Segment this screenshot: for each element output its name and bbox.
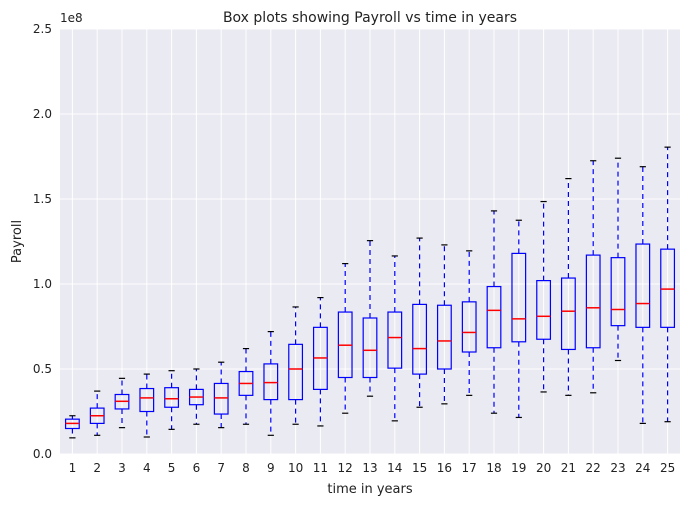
box-plot [560, 178, 576, 396]
box-plot [337, 263, 353, 414]
y-axis-multiplier: 1e8 [60, 11, 83, 25]
box-plot [188, 368, 204, 425]
box-plot [288, 306, 304, 425]
x-tick-label: 16 [437, 461, 452, 475]
x-tick-label: 13 [362, 461, 377, 475]
box-iqr [288, 343, 304, 401]
box-iqr [139, 387, 155, 413]
x-tick-label: 9 [267, 461, 275, 475]
x-tick-label: 10 [288, 461, 303, 475]
y-tick-label: 0.5 [33, 362, 52, 376]
x-tick-label: 25 [660, 461, 675, 475]
box-iqr [412, 303, 428, 375]
box-plot [114, 377, 130, 429]
box-iqr [536, 280, 552, 340]
box-plot [436, 244, 452, 405]
box-plot [511, 219, 527, 419]
box-plot [213, 361, 229, 429]
box-iqr [461, 301, 477, 353]
box-plot [312, 297, 328, 427]
box-iqr [362, 317, 378, 379]
x-tick-label: 20 [536, 461, 551, 475]
box-iqr [511, 252, 527, 343]
box-iqr [387, 311, 403, 369]
x-tick-label: 4 [143, 461, 151, 475]
x-tick-label: 23 [610, 461, 625, 475]
box-plot [486, 210, 502, 414]
box-plot [387, 255, 403, 422]
box-plot [89, 390, 105, 436]
box-iqr [635, 243, 651, 328]
box-iqr [585, 254, 601, 349]
box-plot [585, 160, 601, 394]
x-tick-label: 15 [412, 461, 427, 475]
box-plot [461, 250, 477, 396]
box-iqr [213, 382, 229, 415]
x-tick-label: 21 [561, 461, 576, 475]
chart-title: Box plots showing Payroll vs time in yea… [223, 10, 517, 26]
x-tick-label: 24 [635, 461, 650, 475]
x-tick-label: 19 [511, 461, 526, 475]
box-iqr [610, 257, 626, 327]
box-plot [64, 415, 80, 439]
x-tick-label: 5 [168, 461, 176, 475]
y-axis-label: Payroll [10, 220, 25, 263]
y-tick-label: 2.0 [33, 107, 52, 121]
x-tick-label: 3 [118, 461, 126, 475]
x-tick-label: 7 [217, 461, 225, 475]
y-tick-label: 2.5 [33, 22, 52, 36]
y-tick-label: 0.0 [33, 447, 52, 461]
box-iqr [263, 363, 279, 401]
x-tick-label: 8 [242, 461, 250, 475]
y-axis-ticks: 0.0 0.5 1.0 1.5 2.0 2.5 [33, 22, 52, 461]
x-tick-label: 6 [193, 461, 201, 475]
box-plot [635, 166, 651, 424]
x-tick-label: 12 [338, 461, 353, 475]
box-series [64, 146, 676, 439]
box-iqr [436, 304, 452, 370]
y-tick-label: 1.5 [33, 192, 52, 206]
y-tick-label: 1.0 [33, 277, 52, 291]
box-iqr [660, 248, 676, 328]
x-tick-label: 1 [69, 461, 77, 475]
x-tick-label: 22 [586, 461, 601, 475]
box-plot [139, 373, 155, 438]
x-axis-ticks: 1 2 3 4 5 6 7 8 9 10 11 12 13 14 15 16 17 18 19 20 21 22 23 24 2… [69, 461, 676, 475]
x-tick-label: 18 [486, 461, 501, 475]
box-plot [660, 146, 676, 423]
box-plot [412, 237, 428, 408]
box-plot [362, 240, 378, 397]
box-plot [536, 200, 552, 393]
x-tick-label: 17 [462, 461, 477, 475]
box-plot [263, 331, 279, 436]
x-tick-label: 11 [313, 461, 328, 475]
box-plot [610, 157, 626, 362]
box-plot [164, 370, 180, 430]
box-plot [238, 348, 254, 425]
x-tick-label: 14 [387, 461, 402, 475]
box-iqr [560, 277, 576, 351]
x-tick-label: 2 [93, 461, 101, 475]
box-iqr [164, 387, 180, 408]
x-axis-label: time in years [327, 482, 412, 497]
box-iqr [486, 285, 502, 349]
